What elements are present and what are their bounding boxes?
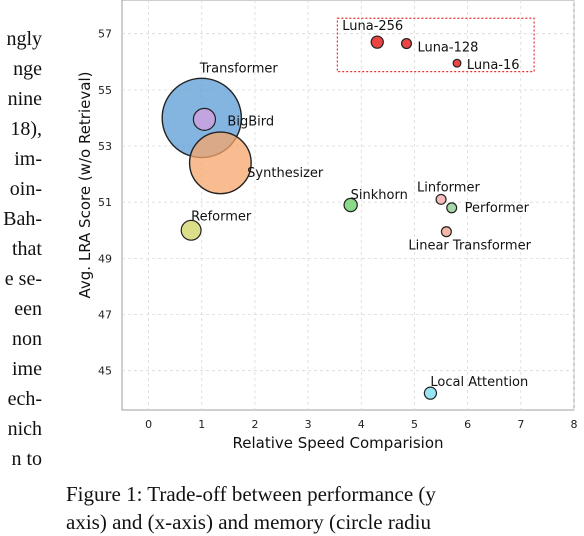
data-label: Luna-16 <box>467 58 520 73</box>
y-tick-label: 57 <box>98 28 112 41</box>
data-point <box>371 36 383 48</box>
data-label: Luna-128 <box>417 41 478 56</box>
x-tick-label: 4 <box>358 418 365 431</box>
data-point <box>193 108 215 130</box>
x-tick-label: 3 <box>305 418 312 431</box>
data-label: Luna-256 <box>342 19 403 34</box>
data-label: Transformer <box>199 61 279 76</box>
x-tick-label: 8 <box>571 418 578 431</box>
data-label: Linformer <box>417 180 480 195</box>
data-label: BigBird <box>227 114 274 129</box>
x-tick-label: 0 <box>145 418 152 431</box>
y-tick-label: 51 <box>98 196 112 209</box>
data-point <box>447 203 457 213</box>
y-tick-label: 53 <box>98 140 112 153</box>
data-label: Local Attention <box>430 375 528 390</box>
data-label: Linear Transformer <box>408 239 531 254</box>
data-label: Synthesizer <box>247 166 324 181</box>
y-tick-label: 45 <box>98 365 112 378</box>
figure-caption-line2: axis) and (x-axis) and memory (circle ra… <box>66 508 584 536</box>
x-tick-label: 1 <box>198 418 205 431</box>
x-tick-label: 7 <box>517 418 524 431</box>
data-point <box>436 194 446 204</box>
x-axis-label: Relative Speed Comparision <box>232 434 443 452</box>
data-label: Sinkhorn <box>351 188 408 203</box>
y-tick-label: 47 <box>98 309 112 322</box>
data-point <box>402 39 412 49</box>
data-point <box>453 59 461 67</box>
y-tick-label: 49 <box>98 252 112 265</box>
data-label: Performer <box>465 201 530 216</box>
figure-caption-line1: Figure 1: Trade-off between performance … <box>66 480 584 508</box>
x-tick-label: 5 <box>411 418 418 431</box>
data-point <box>441 227 451 237</box>
data-label: Reformer <box>191 209 252 224</box>
x-tick-label: 2 <box>251 418 258 431</box>
y-tick-label: 55 <box>98 84 112 97</box>
data-point <box>190 132 252 194</box>
x-tick-label: 6 <box>464 418 471 431</box>
y-axis-label: Avg. LRA Score (w/o Retrieval) <box>76 72 94 299</box>
